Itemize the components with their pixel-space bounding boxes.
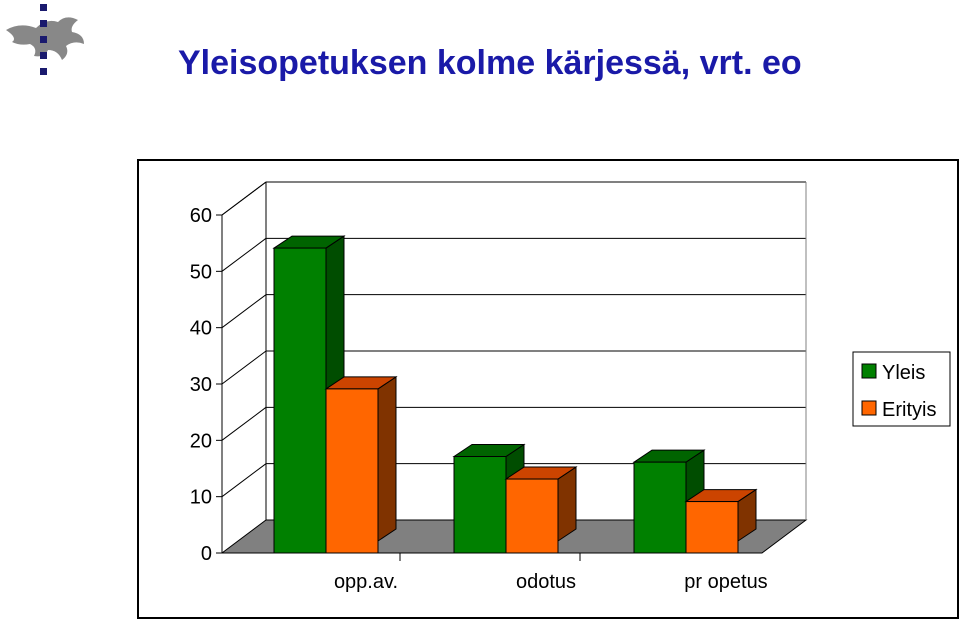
bar-front [633,461,687,554]
legend-label: Erityis [882,399,936,421]
y-tick-label: 50 [190,261,212,283]
gridline-side [221,406,267,441]
y-tick-label: 20 [190,430,212,452]
bar-erityis-2 [504,466,578,554]
x-tick-label: odotus [516,571,576,593]
y-ticks: 0 10 20 30 40 50 60 [190,205,222,565]
gridline-side [221,237,267,272]
y-tick-label: 30 [190,374,212,396]
bars [272,235,758,554]
y-tick-label: 40 [190,318,212,340]
side-wall-top [221,181,267,216]
bar-front [325,388,379,554]
bar-front [453,456,507,554]
y-tick-label: 60 [190,205,212,227]
bar-front [273,247,327,554]
y-tick-label: 0 [201,543,212,565]
bar-front [505,478,559,554]
legend-swatch [861,363,877,379]
dotted-line-icon [40,4,47,75]
legend-swatch [861,400,877,416]
gridline-side [221,463,267,498]
page-title: Yleisopetuksen kolme kärjessä, vrt. eo [178,44,802,82]
bar-front [685,501,739,554]
x-tick-label: opp.av. [334,571,398,593]
y-tick-label: 10 [190,487,212,509]
legend-label: Yleis [882,362,925,384]
category-labels: opp.av. odotus pr opetus [334,553,768,593]
legend: Yleis Erityis [852,351,951,427]
gridline-side [221,350,267,385]
gridline-side [221,294,267,329]
university-logo [6,4,84,75]
bar-side [557,466,577,542]
bar-erityis-3 [684,488,758,554]
bar-erityis-1 [324,375,398,554]
x-tick-label: pr opetus [684,571,767,593]
bar-side [377,375,397,542]
